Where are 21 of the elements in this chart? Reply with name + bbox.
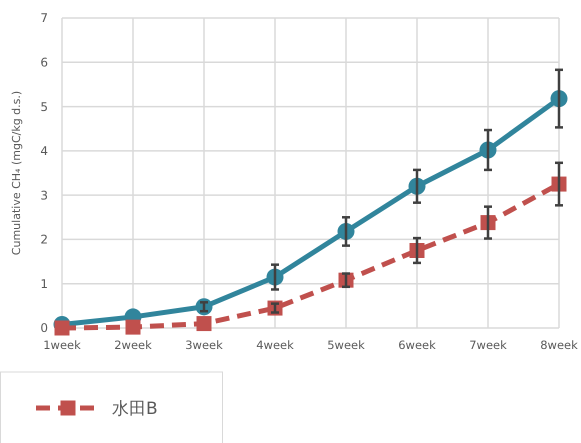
x-tick-label: 8week bbox=[540, 338, 578, 352]
point bbox=[196, 316, 212, 332]
y-tick-label: 5 bbox=[40, 100, 48, 114]
x-tick-label: 4week bbox=[256, 338, 294, 352]
point bbox=[126, 320, 140, 335]
y-tick-label: 6 bbox=[40, 55, 48, 70]
y-tick-label: 0 bbox=[40, 321, 48, 336]
point bbox=[54, 320, 70, 336]
legend-label: 水田B bbox=[112, 398, 158, 419]
y-tick-label: 3 bbox=[40, 188, 48, 202]
x-tick-label: 3week bbox=[185, 338, 224, 352]
x-tick-label: 6week bbox=[398, 338, 436, 352]
x-tick-label: 7week bbox=[469, 338, 508, 352]
y-tick-label: 7 bbox=[40, 11, 48, 26]
y-tick-label: 1 bbox=[40, 276, 48, 291]
y-tick-label: 4 bbox=[40, 144, 48, 158]
y-axis-title: Cumulative CH₄ (mgC/kg d.s.) bbox=[10, 90, 23, 256]
y-tick-label: 2 bbox=[40, 232, 48, 247]
x-tick-label: 5week bbox=[327, 338, 366, 352]
x-tick-label: 2week bbox=[114, 338, 152, 352]
x-tick-label: 1week bbox=[43, 338, 82, 352]
